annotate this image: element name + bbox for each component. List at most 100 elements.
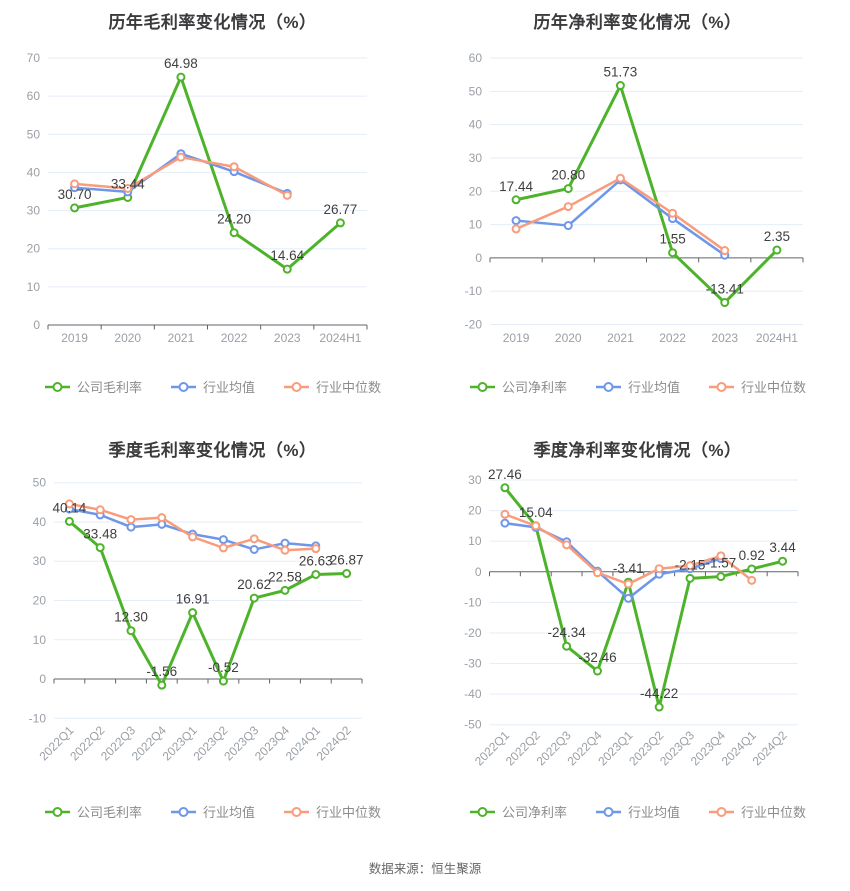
chart-title: 季度净利率变化情况（%）	[533, 441, 742, 460]
legend-item-industry_mean[interactable]: 行业均值	[170, 802, 255, 821]
legend-item-industry_mean[interactable]: 行业均值	[170, 377, 255, 396]
data-point-label: -0.52	[208, 660, 239, 675]
series-line-company	[503, 486, 785, 709]
data-point-company	[126, 626, 136, 636]
data-point-label: 20.62	[237, 577, 271, 592]
data-point-industry_median	[229, 162, 239, 172]
data-point-company	[511, 195, 521, 205]
x-axis-label: 2024H1	[319, 331, 361, 345]
data-point-industry_median	[70, 179, 80, 189]
data-point-label: 1.55	[659, 232, 685, 247]
data-point-label: 26.77	[324, 202, 358, 217]
data-point-industry_median	[126, 515, 136, 525]
y-axis-label: 50	[33, 476, 47, 490]
chart-title: 季度毛利率变化情况（%）	[108, 441, 317, 460]
legend-item-company[interactable]: 公司净利率	[469, 377, 567, 396]
data-point-industry_median	[615, 173, 625, 183]
data-point-label: 15.04	[519, 505, 553, 520]
series-line-company	[67, 519, 349, 687]
y-axis-label: 0	[33, 318, 40, 332]
data-point-company	[342, 569, 352, 579]
y-axis-label: 10	[468, 534, 482, 548]
y-axis-label: 20	[468, 504, 482, 518]
legend-label: 行业均值	[627, 380, 680, 395]
data-point-label: -3.41	[613, 561, 644, 576]
y-axis-label: 0	[475, 565, 482, 579]
legend-label: 行业均值	[202, 380, 255, 395]
x-axis-label: 2020	[555, 331, 582, 345]
chart-legend: 公司净利率 行业均值 行业中位数	[425, 802, 850, 821]
data-point-industry_median	[716, 551, 726, 561]
data-point-industry_median	[249, 534, 259, 544]
y-axis-label: 10	[33, 633, 47, 647]
data-point-company	[176, 72, 186, 82]
legend-line-marker-icon	[170, 381, 196, 392]
data-point-label: -1.57	[705, 556, 736, 571]
x-axis-label: 2022	[659, 331, 686, 345]
legend-label: 行业均值	[202, 805, 255, 820]
data-point-label: -24.34	[547, 625, 586, 640]
legend-label: 公司毛利率	[76, 805, 142, 820]
legend-item-company[interactable]: 公司毛利率	[44, 377, 142, 396]
data-point-label: 14.64	[270, 248, 304, 263]
data-point-label: 26.87	[330, 553, 364, 568]
chart-legend: 公司毛利率 行业均值 行业中位数	[0, 377, 425, 396]
data-point-industry_mean	[563, 221, 573, 231]
legend-line-marker-icon	[284, 806, 309, 817]
data-point-label: 20.80	[551, 168, 585, 183]
series-line-company	[514, 84, 779, 305]
legend-item-industry_median[interactable]: 行业中位数	[283, 377, 381, 396]
charts-grid: 历年毛利率变化情况（%） 0 10 20 30 40 50 60 70 2019 2020 2021…	[0, 0, 850, 845]
legend-label: 行业均值	[627, 805, 680, 820]
data-point-industry_mean	[218, 535, 228, 545]
data-point-label: -2.15	[675, 557, 706, 572]
chart-title: 历年净利率变化情况（%）	[533, 13, 742, 32]
x-axis-label: 2024Q2	[750, 728, 790, 768]
y-axis-label: 60	[469, 51, 483, 65]
legend-line-marker-icon	[709, 381, 734, 392]
x-axis-label: 2021	[607, 331, 634, 345]
data-point-company	[654, 702, 664, 712]
data-point-industry_median	[685, 561, 695, 571]
data-point-label: 22.58	[268, 569, 302, 584]
data-point-label: 64.98	[164, 56, 198, 71]
chart-quarterly-net-margin: 季度净利率变化情况（%） -50 -40 -30 -20 -10 0 10 20 30 2022Q…	[425, 420, 850, 845]
data-point-label: 0.92	[739, 548, 765, 563]
chart-plot: -50-40-30-20-1001020302022Q12022Q22022Q3…	[464, 467, 799, 768]
data-point-label: 2.35	[764, 229, 790, 244]
legend-item-company[interactable]: 公司毛利率	[44, 802, 142, 821]
data-point-industry_median	[668, 208, 678, 218]
data-point-label: 17.44	[499, 179, 533, 194]
data-point-company	[720, 298, 730, 308]
y-axis-label: 60	[27, 89, 41, 103]
legend-line-marker-icon	[709, 806, 734, 817]
data-point-label: 51.73	[604, 65, 638, 80]
data-point-company	[218, 676, 228, 686]
x-axis-label: 2019	[61, 331, 88, 345]
data-point-company	[562, 641, 572, 651]
legend-label: 公司净利率	[501, 805, 567, 820]
legend-label: 公司毛利率	[76, 380, 142, 395]
x-axis-label: 2024Q2	[314, 723, 354, 763]
chart-annual-net-margin: 历年净利率变化情况（%） -20 -10 0 10 20 30 40 50 60 2019 2020…	[425, 0, 850, 420]
x-axis-label: 2024H1	[756, 331, 798, 345]
legend-item-company[interactable]: 公司净利率	[469, 802, 567, 821]
legend-item-industry_median[interactable]: 行业中位数	[708, 377, 806, 396]
data-point-industry_mean	[126, 522, 136, 532]
data-point-industry_median	[218, 543, 228, 553]
y-axis-label: -20	[465, 318, 483, 332]
data-point-company	[716, 572, 726, 582]
data-point-industry_median	[563, 202, 573, 212]
data-point-label: 24.20	[217, 212, 251, 227]
data-point-label: 16.91	[176, 592, 210, 607]
legend-item-industry_median[interactable]: 行业中位数	[283, 802, 381, 821]
legend-line-marker-icon	[469, 381, 495, 392]
y-axis-label: 0	[39, 672, 46, 686]
y-axis-label: 20	[469, 184, 483, 198]
y-axis-label: -10	[464, 595, 482, 609]
y-axis-label: 40	[27, 165, 41, 179]
legend-item-industry_median[interactable]: 行业中位数	[708, 802, 806, 821]
data-point-company	[563, 184, 573, 194]
legend-item-industry_mean[interactable]: 行业均值	[595, 802, 680, 821]
legend-item-industry_mean[interactable]: 行业均值	[595, 377, 680, 396]
